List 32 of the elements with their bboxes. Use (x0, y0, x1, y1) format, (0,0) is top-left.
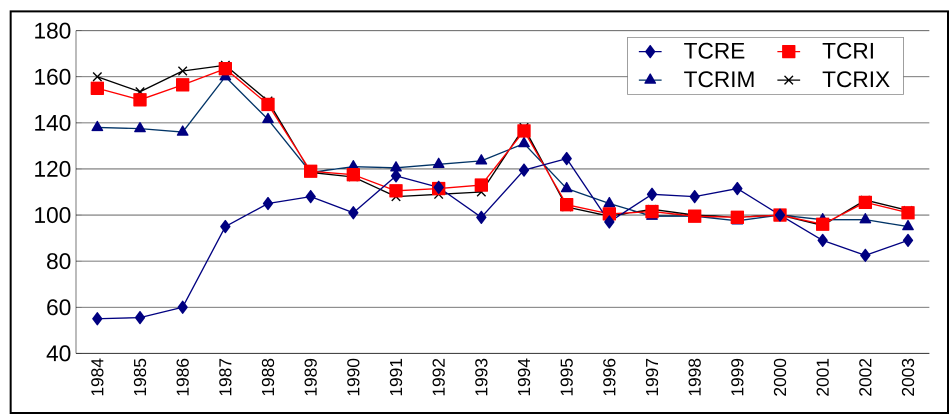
x-tick-label: 1988 (262, 358, 274, 396)
y-tick-label: 120 (35, 160, 70, 177)
x-tick-label: 1997 (646, 358, 658, 396)
x-tick-label: 1990 (347, 358, 360, 396)
x-tick-label: 1984 (91, 358, 104, 396)
x-tick-label: 1991 (390, 358, 402, 396)
y-tick-label: 180 (35, 22, 70, 39)
y-tick-label: 80 (47, 253, 70, 270)
x-tick-label: 1995 (560, 358, 573, 396)
y-tick-label: 60 (47, 299, 70, 316)
legend-label: TCRE (684, 42, 744, 59)
x-tick-label: 1986 (176, 358, 189, 396)
y-tick-label: 40 (46, 345, 70, 362)
x-tick-label: 1998 (688, 358, 701, 396)
legend-label: TCRI (822, 42, 873, 59)
x-tick-label: 1987 (219, 358, 232, 396)
x-tick-label: 1992 (432, 358, 445, 396)
x-tick-label: 1985 (134, 358, 146, 396)
x-tick-label: 1994 (518, 358, 530, 396)
x-tick-label: 1996 (603, 358, 616, 396)
x-tick-label: 1989 (304, 358, 317, 396)
y-tick-label: 140 (35, 114, 70, 131)
x-tick-label: 2001 (816, 358, 829, 396)
y-tick-label: 160 (35, 68, 70, 85)
x-tick-label: 1993 (475, 358, 488, 396)
legend-label: TCRIX (822, 71, 890, 88)
y-tick-label: 100 (35, 207, 70, 224)
x-tick-label: 2002 (859, 358, 872, 396)
x-tick-label: 1999 (731, 358, 744, 396)
x-tick-label: 2000 (774, 358, 786, 396)
x-tick-label: 2003 (902, 358, 914, 396)
legend-label: TCRIM (684, 71, 754, 88)
